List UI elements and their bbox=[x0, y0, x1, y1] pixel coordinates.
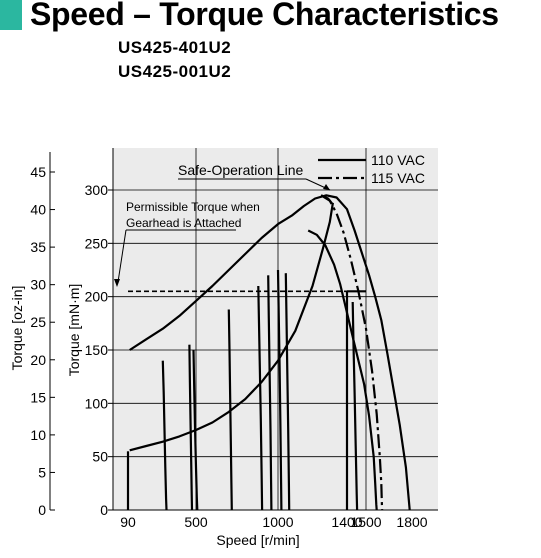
y2-axis-label: Torque [oz-in] bbox=[9, 286, 25, 371]
x-axis-label: Speed [r/min] bbox=[216, 532, 299, 548]
series-line-3 bbox=[320, 194, 335, 206]
series-line-9 bbox=[188, 344, 194, 511]
gearhead-label-line2: Gearhead is Attached bbox=[126, 216, 241, 230]
x-tick-label: 90 bbox=[120, 514, 136, 530]
series-line-4 bbox=[129, 202, 334, 452]
page-title: Speed – Torque Characteristics bbox=[30, 0, 499, 32]
model-number-1: US425-401U2 bbox=[118, 38, 232, 57]
model-number-2: US425-001U2 bbox=[118, 62, 232, 81]
series-line-11 bbox=[227, 309, 233, 511]
y-tick-label: 150 bbox=[85, 342, 109, 358]
series-line-10 bbox=[192, 349, 199, 511]
series-line-8 bbox=[161, 360, 168, 511]
gearhead-arrowhead bbox=[114, 279, 120, 287]
title-accent-bar bbox=[0, 0, 22, 30]
series-line-2 bbox=[129, 194, 411, 511]
y2-tick-label: 40 bbox=[30, 202, 46, 218]
y-tick-label: 300 bbox=[85, 182, 109, 198]
series-line-14 bbox=[276, 269, 283, 511]
y2-tick-label: 45 bbox=[30, 164, 46, 180]
x-tick-label: 1400 bbox=[331, 514, 362, 530]
y2-tick-label: 15 bbox=[30, 389, 46, 405]
series-line-17 bbox=[351, 301, 359, 511]
series-line-13 bbox=[267, 275, 273, 511]
y-tick-label: 100 bbox=[85, 395, 109, 411]
gearhead-label-line1: Permissible Torque when bbox=[126, 200, 260, 214]
x-tick-label: 500 bbox=[184, 514, 208, 530]
y-axis-label: Torque [mN·m] bbox=[66, 284, 82, 377]
y2-tick-label: 10 bbox=[30, 427, 46, 443]
safe-operation-arrowhead bbox=[323, 184, 330, 190]
series-line-1 bbox=[320, 194, 384, 511]
series-line-15 bbox=[284, 273, 291, 511]
y2-tick-label: 25 bbox=[30, 314, 46, 330]
safe-operation-label: Safe-Operation Line bbox=[178, 162, 304, 178]
gearhead-leader bbox=[117, 229, 127, 283]
legend-label-110: 110 VAC bbox=[371, 152, 425, 168]
y2-tick-label: 0 bbox=[38, 502, 46, 518]
y2-tick-label: 5 bbox=[38, 464, 46, 480]
x-tick-label: 1500 bbox=[350, 514, 381, 530]
legend-label-115: 115 VAC bbox=[371, 170, 425, 186]
y-tick-label: 50 bbox=[92, 449, 108, 465]
y2-tick-label: 30 bbox=[30, 277, 46, 293]
y-tick-label: 250 bbox=[85, 235, 109, 251]
x-tick-label: 1000 bbox=[262, 514, 293, 530]
y2-tick-label: 35 bbox=[30, 239, 46, 255]
x-tick-label: 1800 bbox=[396, 514, 427, 530]
series-line-12 bbox=[257, 285, 264, 511]
y-tick-label: 0 bbox=[100, 502, 108, 518]
y2-tick-label: 20 bbox=[30, 352, 46, 368]
y-tick-label: 200 bbox=[85, 289, 109, 305]
